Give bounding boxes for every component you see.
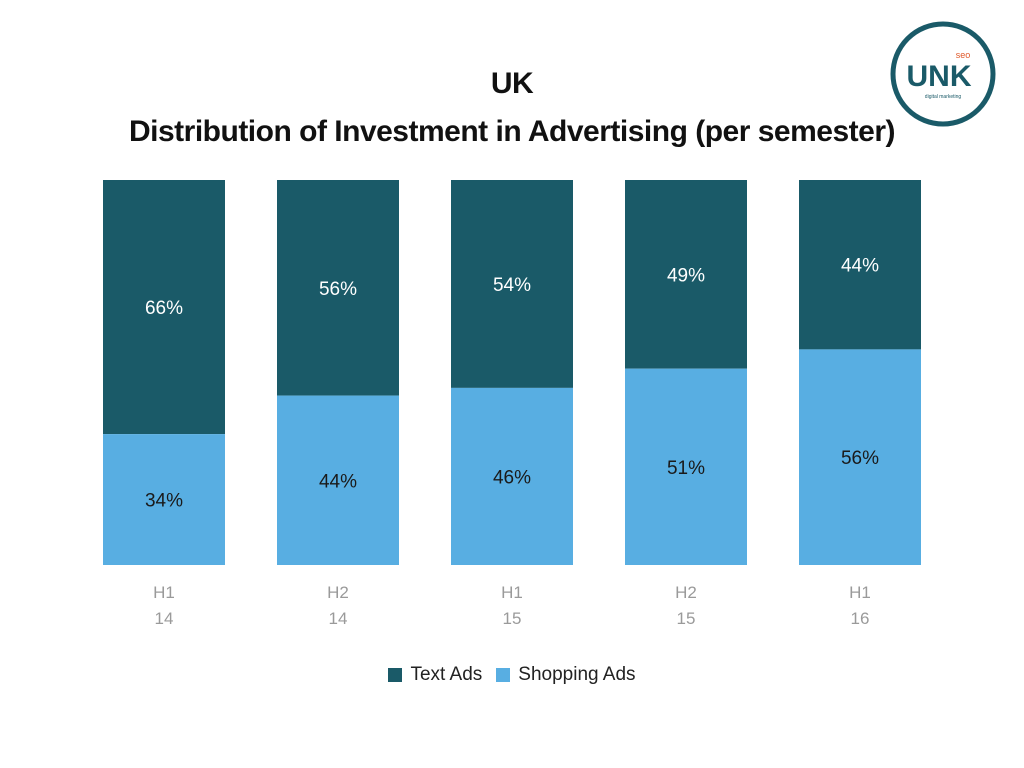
data-label-shopping-ads-4: 56% bbox=[841, 448, 879, 469]
legend-label-text-ads: Text Ads bbox=[410, 664, 483, 685]
data-label-text-ads-1: 56% bbox=[319, 279, 357, 300]
bar-text-ads-3 bbox=[625, 180, 747, 369]
legend-swatch-shopping-ads bbox=[496, 668, 511, 682]
data-label-shopping-ads-3: 51% bbox=[667, 458, 705, 479]
bar-shopping-ads-2 bbox=[451, 387, 573, 565]
bar-shopping-ads-3 bbox=[625, 368, 747, 565]
bar-shopping-ads-0 bbox=[103, 434, 225, 565]
legend-item-shopping-ads: Shopping Ads bbox=[496, 664, 636, 686]
x-tick-label-4-1: 16 bbox=[851, 609, 870, 628]
bar-text-ads-4 bbox=[799, 180, 921, 350]
x-tick-label-0-0: H1 bbox=[153, 583, 175, 602]
data-label-text-ads-4: 44% bbox=[841, 256, 879, 277]
x-tick-label-3-0: H2 bbox=[675, 583, 697, 602]
bar-text-ads-1 bbox=[277, 180, 399, 396]
bar-text-ads-2 bbox=[451, 180, 573, 388]
legend-label-shopping-ads: Shopping Ads bbox=[518, 664, 636, 685]
data-label-text-ads-2: 54% bbox=[493, 275, 531, 296]
bar-text-ads-0 bbox=[103, 180, 225, 435]
chart-legend: Text Ads Shopping Ads bbox=[0, 664, 1024, 686]
data-label-shopping-ads-0: 34% bbox=[145, 491, 183, 512]
x-tick-label-2-0: H1 bbox=[501, 583, 523, 602]
logo-superscript: seo bbox=[956, 50, 971, 60]
x-tick-label-0-1: 14 bbox=[155, 609, 174, 628]
x-tick-label-1-1: 14 bbox=[329, 609, 348, 628]
x-tick-label-2-1: 15 bbox=[503, 609, 522, 628]
stacked-bar-chart: 66% 34% H1 14 56% 44% H2 14 54% 46% H1 15 49% 51% H2 15… bbox=[103, 180, 921, 628]
chart-title: UK Distribution of Investment in Adverti… bbox=[0, 60, 1024, 156]
legend-swatch-text-ads bbox=[388, 668, 403, 682]
chart-title-line-1: UK bbox=[490, 67, 534, 100]
data-label-shopping-ads-2: 46% bbox=[493, 467, 531, 488]
logo-tagline: digital marketing bbox=[925, 94, 962, 100]
x-tick-label-4-0: H1 bbox=[849, 583, 871, 602]
logo-ring bbox=[890, 21, 996, 127]
data-label-text-ads-0: 66% bbox=[145, 298, 183, 319]
x-tick-label-1-0: H2 bbox=[327, 583, 349, 602]
legend-item-text-ads: Text Ads bbox=[388, 664, 482, 686]
data-label-shopping-ads-1: 44% bbox=[319, 471, 357, 492]
logo-wordmark: UNK bbox=[907, 60, 972, 93]
x-tick-label-3-1: 15 bbox=[677, 609, 696, 628]
bar-shopping-ads-1 bbox=[277, 395, 399, 565]
chart-title-line-2: Distribution of Investment in Advertisin… bbox=[128, 115, 896, 148]
unk-seo-logo: UNK seo digital marketing bbox=[890, 21, 996, 127]
bar-shopping-ads-4 bbox=[799, 349, 921, 565]
data-label-text-ads-3: 49% bbox=[667, 265, 705, 286]
